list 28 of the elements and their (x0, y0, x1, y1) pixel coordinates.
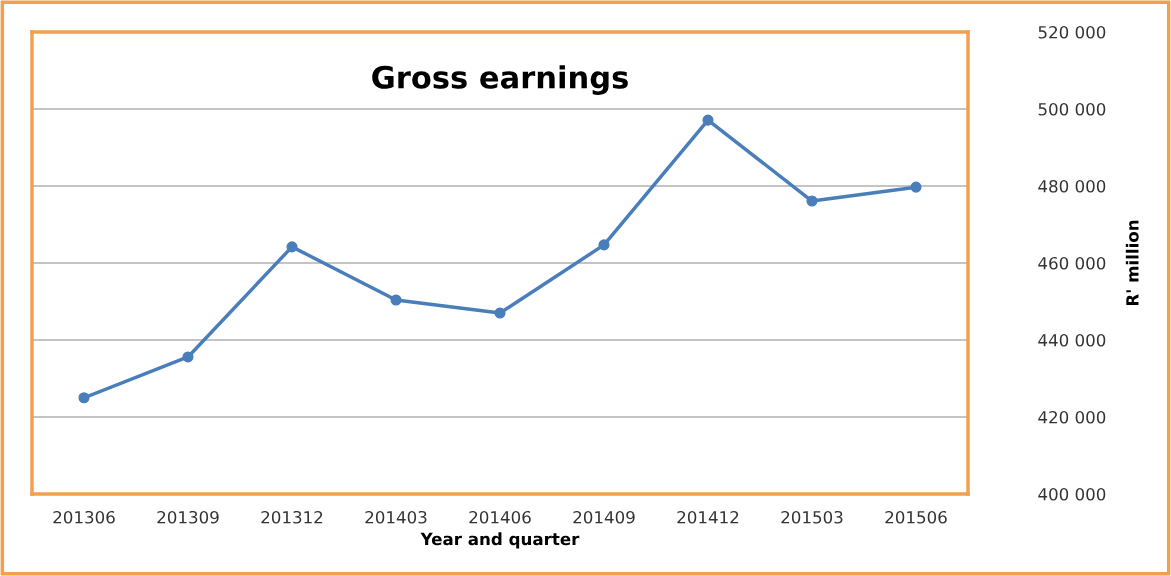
point (910, 181, 922, 193)
x-tick-label: 201312 (261, 510, 323, 524)
y-tick-label: 480 000 (1038, 179, 1106, 193)
y-tick-label: 460 000 (1038, 256, 1106, 270)
x-tick-label: 201406 (469, 510, 531, 524)
x-tick-label: 201306 (53, 510, 115, 524)
x-tick-label: 201503 (781, 510, 843, 524)
point (702, 114, 714, 126)
y-tick-label: 420 000 (1038, 410, 1106, 424)
y-tick-label: 500 000 (1038, 102, 1106, 116)
x-tick-label: 201506 (885, 510, 947, 524)
y-tick-label: 520 000 (1038, 25, 1106, 39)
y-tick-label: 400 000 (1038, 487, 1106, 501)
text: Gross earnings (372, 65, 628, 95)
point (390, 294, 402, 306)
x-tick-label: 201412 (677, 510, 739, 524)
y-tick-label: 440 000 (1038, 333, 1106, 347)
x-axis-title: Year and quarter (420, 532, 580, 549)
y-axis-title: R' million (1125, 220, 1139, 306)
point (182, 351, 194, 363)
point (286, 241, 298, 253)
x-tick-label: 201309 (157, 510, 219, 524)
x-tick-label: 201409 (573, 510, 635, 524)
point (78, 392, 90, 404)
x-tick-label: 201403 (365, 510, 427, 524)
point (598, 239, 610, 251)
point (494, 307, 506, 319)
point (806, 195, 818, 207)
